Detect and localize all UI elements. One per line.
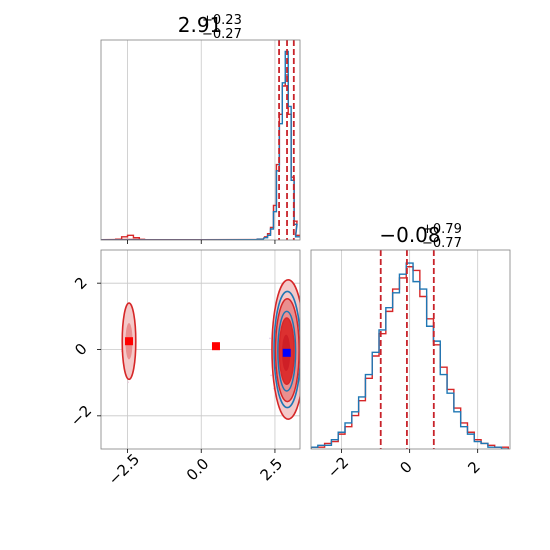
hist-x-gridlines: [127, 40, 276, 240]
hist-x-frame: [100, 39, 301, 241]
hist-y-title: −0.08: [379, 223, 440, 247]
scatter-panel: −2.5 0.0 2.5 −2 0 2: [67, 249, 301, 489]
hist-y-frame: [310, 249, 511, 450]
hist-x-series-1: [101, 50, 300, 240]
scatter-xtick-label-0: −2.5: [105, 450, 143, 488]
hist-x-title: 2.91: [178, 13, 223, 37]
contour-main-blue-inner: [277, 310, 297, 392]
hist-x-title-plus: +0.23: [202, 13, 242, 28]
scatter-ytick-label-0: −2: [67, 402, 95, 430]
hist-y-title-plus: +0.79: [422, 222, 462, 237]
hist-x-title-minus: −0.27: [202, 27, 242, 42]
hist-y-title-minus: −0.77: [422, 236, 462, 251]
hist-y-tick-label-2: 2: [464, 458, 483, 477]
hist-x-title-value: 2.91: [178, 13, 223, 37]
hist-y-ticks: −2 0 2: [324, 449, 484, 482]
hist-y-quantile-layer: [379, 250, 435, 449]
scatter-dot: [127, 381, 130, 384]
scatter-xtick-label-2: 2.5: [257, 455, 287, 485]
hist-y-title-value: −0.08: [379, 223, 440, 247]
hist-x-panel: 2.91 +0.23 −0.27: [100, 13, 301, 244]
hist-x-series-layer: [101, 50, 300, 240]
hist-x-series-0: [101, 74, 300, 240]
scatter-ytick-label-1: 0: [71, 340, 90, 359]
scatter-ticks: −2.5 0.0 2.5 −2 0 2: [67, 273, 286, 488]
scatter-marker-2: [282, 348, 291, 357]
contour-main-blue-outer: [273, 290, 300, 409]
hist-y-tick-label-1: 0: [396, 458, 415, 477]
scatter-marker-0: [125, 337, 134, 346]
scatter-ytick-label-2: 2: [71, 273, 90, 292]
hist-x-quantile-layer: [278, 40, 295, 240]
hist-y-panel: −0.08 +0.79 −0.77 −2 0 2: [310, 222, 511, 482]
scatter-dot: [270, 374, 272, 377]
scatter-dot: [269, 337, 271, 340]
scatter-xtick-label-1: 0.0: [183, 455, 213, 485]
hist-y-gridlines: [341, 250, 479, 449]
scatter-markers-layer: [125, 337, 291, 357]
hist-x-ticks: [127, 240, 276, 244]
scatter-marker-1: [211, 342, 220, 351]
hist-y-tick-label-0: −2: [324, 453, 352, 481]
